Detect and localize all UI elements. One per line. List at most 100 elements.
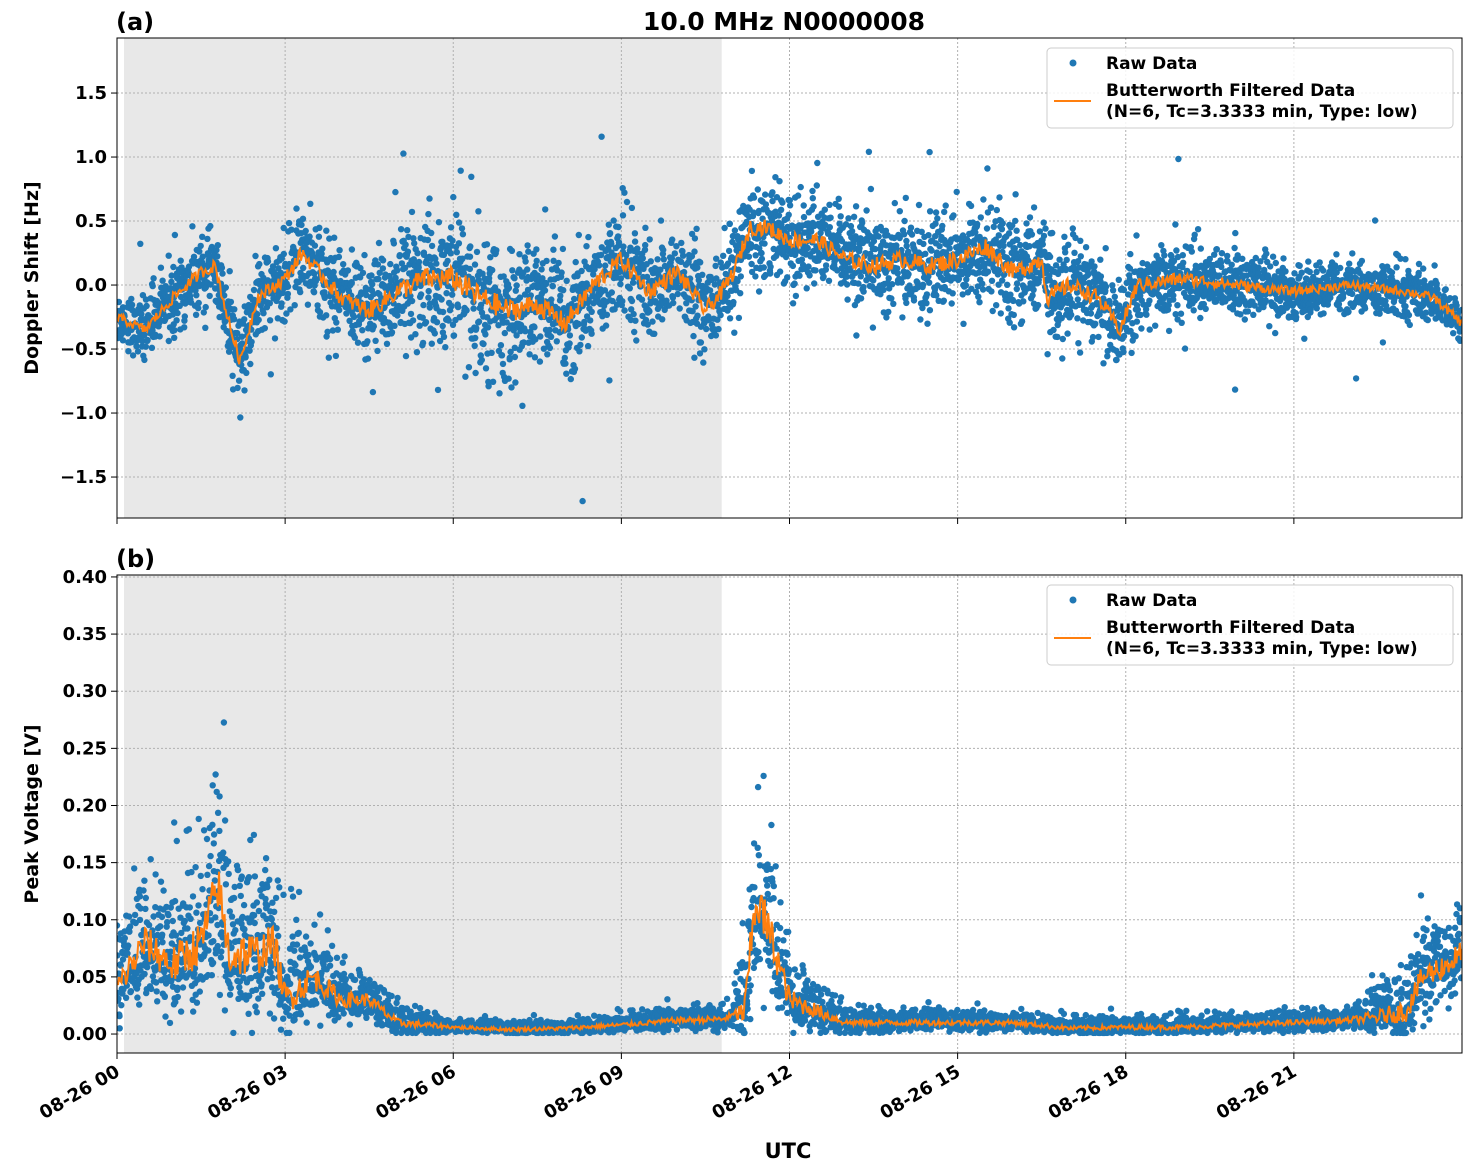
raw-point [407, 310, 415, 318]
raw-point [805, 263, 812, 270]
raw-point [439, 308, 447, 316]
raw-point [170, 263, 177, 271]
raw-point [470, 305, 477, 312]
raw-point [843, 273, 850, 280]
raw-point [1402, 256, 1409, 263]
raw-point [1069, 225, 1077, 232]
raw-point [660, 246, 667, 254]
raw-point [857, 295, 865, 302]
raw-point [459, 231, 467, 238]
raw-point [237, 414, 244, 421]
raw-point [128, 301, 136, 309]
raw-point [376, 269, 383, 276]
raw-point [708, 332, 715, 340]
raw-point [800, 213, 808, 221]
raw-point [158, 913, 166, 921]
raw-point [820, 273, 827, 280]
raw-point [1012, 217, 1019, 225]
raw-point [809, 195, 816, 202]
raw-point [503, 319, 510, 326]
raw-point [1174, 302, 1181, 309]
raw-point [1018, 318, 1026, 325]
raw-point [1431, 262, 1438, 269]
raw-point [216, 991, 224, 999]
raw-point [250, 286, 258, 294]
raw-point [168, 272, 175, 279]
raw-point [1146, 297, 1153, 304]
raw-point [429, 265, 437, 273]
raw-point [348, 246, 356, 253]
raw-point [378, 295, 385, 302]
raw-point [963, 276, 970, 283]
raw-point [501, 329, 508, 337]
raw-point [610, 217, 617, 224]
raw-point [1088, 258, 1095, 265]
raw-point [615, 239, 623, 246]
raw-point [1046, 253, 1054, 260]
raw-point [1187, 288, 1194, 295]
raw-point [288, 226, 295, 233]
raw-point [1224, 252, 1231, 260]
raw-point [522, 258, 529, 265]
raw-point [1421, 277, 1428, 284]
raw-point [903, 299, 910, 307]
raw-point [199, 253, 206, 260]
raw-point [136, 1001, 143, 1008]
raw-point [512, 287, 519, 294]
raw-point [402, 352, 410, 360]
legend-raw-marker [1069, 59, 1077, 67]
y-tick-label: −0.5 [60, 339, 107, 360]
raw-point [767, 263, 774, 270]
raw-point [117, 962, 125, 969]
raw-point [478, 356, 485, 364]
raw-point [344, 267, 352, 274]
raw-point [647, 258, 654, 265]
raw-point [905, 270, 912, 278]
raw-point [899, 314, 906, 321]
raw-point [405, 233, 412, 241]
raw-point [438, 296, 445, 303]
raw-point [926, 279, 933, 286]
raw-point [475, 208, 482, 215]
raw-point [457, 167, 464, 174]
raw-point [410, 256, 417, 263]
raw-point [439, 322, 446, 330]
raw-point [1261, 266, 1268, 274]
raw-point [1142, 306, 1150, 313]
raw-point [1380, 267, 1387, 275]
raw-point [767, 270, 774, 277]
raw-point [431, 330, 438, 337]
raw-point [199, 259, 206, 267]
raw-point [177, 1008, 185, 1015]
raw-point [131, 865, 138, 872]
raw-point [398, 260, 406, 267]
raw-point [860, 288, 867, 295]
raw-point [1010, 324, 1018, 331]
raw-point [1104, 353, 1111, 360]
raw-point [307, 200, 314, 207]
raw-point [1023, 220, 1030, 227]
raw-point [121, 934, 128, 942]
raw-point [631, 230, 639, 237]
raw-point [172, 932, 180, 939]
raw-point [1218, 263, 1225, 271]
raw-point [1140, 301, 1147, 308]
raw-point [117, 995, 122, 1002]
raw-point [315, 233, 323, 240]
raw-point [950, 212, 957, 219]
raw-point [553, 338, 560, 345]
raw-point [1052, 262, 1060, 269]
raw-point [770, 245, 777, 253]
raw-point [1059, 335, 1067, 343]
raw-point [404, 227, 411, 234]
raw-point [1340, 290, 1347, 298]
raw-point [863, 207, 870, 214]
raw-point [1188, 248, 1196, 255]
raw-point [1333, 269, 1340, 276]
raw-point [520, 339, 527, 346]
raw-point [243, 369, 250, 377]
raw-point [442, 344, 449, 351]
raw-point [907, 224, 915, 231]
raw-point [336, 306, 343, 314]
raw-point [1202, 305, 1209, 313]
